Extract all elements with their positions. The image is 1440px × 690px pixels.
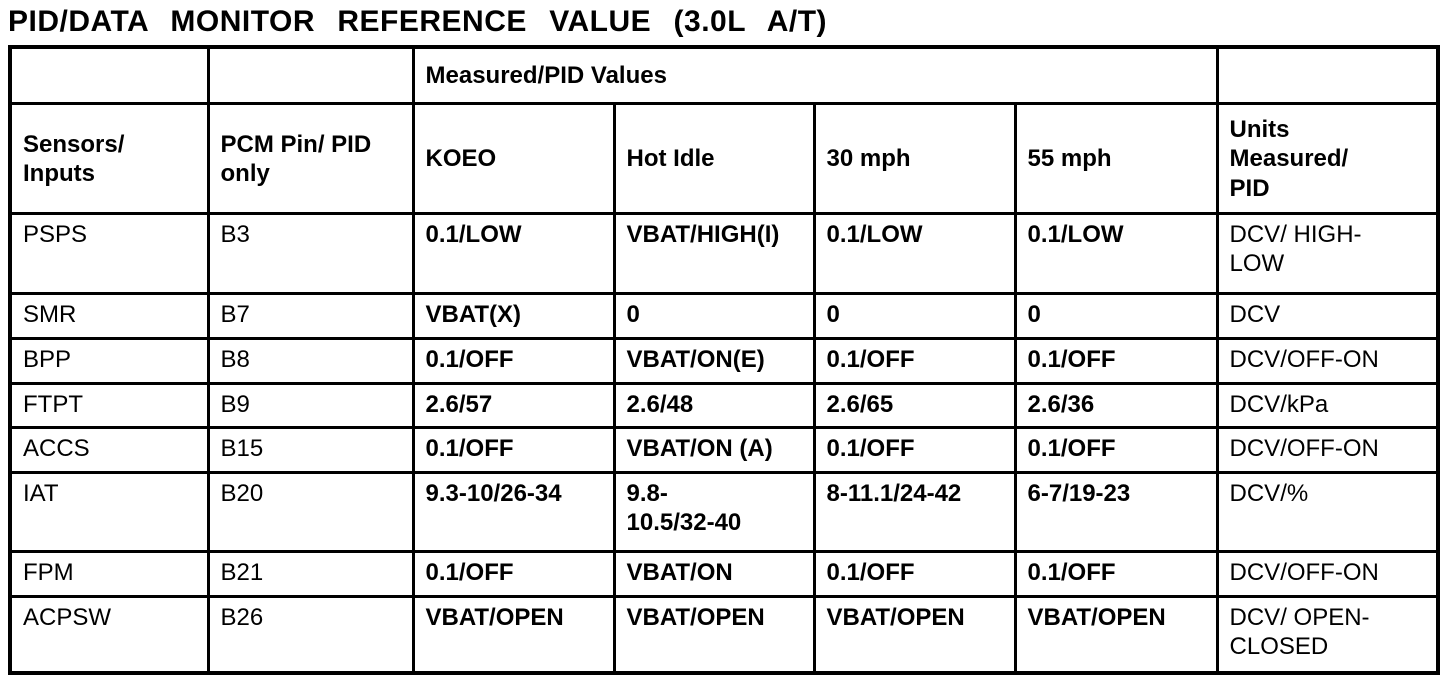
table-body: PSPS B3 0.1/LOW VBAT/HIGH(I) 0.1/LOW 0.1/LOW D… (8, 212, 1440, 674)
column-header-koeo: KOEO (411, 102, 616, 215)
cell-sensor: ACPSW (8, 595, 210, 674)
cell-units: DCV/ HIGH- LOW (1215, 212, 1440, 295)
cell-koeo: VBAT(X) (411, 292, 616, 340)
table-row: PSPS B3 0.1/LOW VBAT/HIGH(I) 0.1/LOW 0.1/LOW D… (8, 212, 1440, 295)
cell-hot-idle: 0 (612, 292, 816, 340)
cell-30mph: 0.1/OFF (812, 550, 1017, 598)
column-header-units-measured: Units Measured/ PID (1215, 102, 1440, 215)
cell-30mph: VBAT/OPEN (812, 595, 1017, 674)
cell-units: DCV/% (1215, 471, 1440, 553)
cell-30mph: 8-11.1/24-42 (812, 471, 1017, 553)
cell-30mph: 2.6/65 (812, 382, 1017, 429)
table-row: FPM B21 0.1/OFF VBAT/ON 0.1/OFF 0.1/OFF DCV/OF… (8, 550, 1440, 598)
cell-units: DCV/OFF-ON (1215, 426, 1440, 474)
pid-data-reference-table: Measured/PID Values Sensors/ Inputs PCM … (8, 45, 1440, 675)
cell-sensor: FPM (8, 550, 210, 598)
table-row: BPP B8 0.1/OFF VBAT/ON(E) 0.1/OFF 0.1/OFF DCV/… (8, 337, 1440, 385)
cell-30mph: 0.1/OFF (812, 426, 1017, 474)
group-header-measured-pid-values: Measured/PID Values (411, 45, 1219, 105)
cell-units: DCV/kPa (1215, 382, 1440, 429)
cell-55mph: 0 (1013, 292, 1219, 340)
cell-pcm-pin: B21 (206, 550, 415, 598)
column-header-55mph: 55 mph (1013, 102, 1219, 215)
cell-koeo: VBAT/OPEN (411, 595, 616, 674)
cell-55mph: 6-7/19-23 (1013, 471, 1219, 553)
table-row: FTPT B9 2.6/57 2.6/48 2.6/65 2.6/36 DCV/kPa (8, 382, 1440, 429)
cell-55mph: VBAT/OPEN (1013, 595, 1219, 674)
cell-55mph: 2.6/36 (1013, 382, 1219, 429)
cell-pcm-pin: B3 (206, 212, 415, 295)
cell-koeo: 2.6/57 (411, 382, 616, 429)
header-spacer-units (1215, 45, 1440, 105)
cell-units: DCV/OFF-ON (1215, 550, 1440, 598)
group-header-row: Measured/PID Values (8, 45, 1440, 105)
table-header: Measured/PID Values Sensors/ Inputs PCM … (8, 45, 1440, 215)
column-header-hot-idle: Hot Idle (612, 102, 816, 215)
table-row: ACPSW B26 VBAT/OPEN VBAT/OPEN VBAT/OPEN VBAT/… (8, 595, 1440, 674)
cell-pcm-pin: B15 (206, 426, 415, 474)
cell-sensor: BPP (8, 337, 210, 385)
cell-hot-idle: VBAT/HIGH(I) (612, 212, 816, 295)
page-title: PID/DATA MONITOR REFERENCE VALUE (3.0L A… (8, 5, 828, 38)
cell-pcm-pin: B20 (206, 471, 415, 553)
cell-pcm-pin: B7 (206, 292, 415, 340)
cell-sensor: ACCS (8, 426, 210, 474)
cell-hot-idle: VBAT/OPEN (612, 595, 816, 674)
cell-units: DCV/OFF-ON (1215, 337, 1440, 385)
column-header-sensors-inputs: Sensors/ Inputs (8, 102, 210, 215)
document-page: PID/DATA MONITOR REFERENCE VALUE (3.0L A… (0, 5, 1440, 690)
cell-pcm-pin: B26 (206, 595, 415, 674)
header-spacer-pin (206, 45, 415, 105)
cell-hot-idle: VBAT/ON(E) (612, 337, 816, 385)
cell-koeo: 0.1/OFF (411, 337, 616, 385)
cell-koeo: 9.3-10/26-34 (411, 471, 616, 553)
cell-hot-idle: 9.8- 10.5/32-40 (612, 471, 816, 553)
cell-55mph: 0.1/OFF (1013, 337, 1219, 385)
cell-koeo: 0.1/OFF (411, 426, 616, 474)
cell-koeo: 0.1/LOW (411, 212, 616, 295)
cell-sensor: IAT (8, 471, 210, 553)
cell-sensor: FTPT (8, 382, 210, 429)
table-row: IAT B20 9.3-10/26-34 9.8- 10.5/32-40 8-11.1/… (8, 471, 1440, 553)
column-header-pcm-pin: PCM Pin/ PID only (206, 102, 415, 215)
cell-30mph: 0.1/OFF (812, 337, 1017, 385)
cell-sensor: SMR (8, 292, 210, 340)
column-header-30mph: 30 mph (812, 102, 1017, 215)
column-header-row: Sensors/ Inputs PCM Pin/ PID only KOEO H… (8, 102, 1440, 215)
cell-hot-idle: 2.6/48 (612, 382, 816, 429)
table-row: ACCS B15 0.1/OFF VBAT/ON (A) 0.1/OFF 0.1/OFF D… (8, 426, 1440, 474)
cell-pcm-pin: B8 (206, 337, 415, 385)
cell-55mph: 0.1/OFF (1013, 550, 1219, 598)
cell-hot-idle: VBAT/ON (A) (612, 426, 816, 474)
table-row: SMR B7 VBAT(X) 0 0 0 DCV (8, 292, 1440, 340)
cell-55mph: 0.1/LOW (1013, 212, 1219, 295)
cell-koeo: 0.1/OFF (411, 550, 616, 598)
cell-pcm-pin: B9 (206, 382, 415, 429)
cell-sensor: PSPS (8, 212, 210, 295)
cell-55mph: 0.1/OFF (1013, 426, 1219, 474)
cell-30mph: 0.1/LOW (812, 212, 1017, 295)
cell-units: DCV/ OPEN- CLOSED (1215, 595, 1440, 674)
cell-units: DCV (1215, 292, 1440, 340)
cell-hot-idle: VBAT/ON (612, 550, 816, 598)
cell-30mph: 0 (812, 292, 1017, 340)
header-spacer-sensors (8, 45, 210, 105)
